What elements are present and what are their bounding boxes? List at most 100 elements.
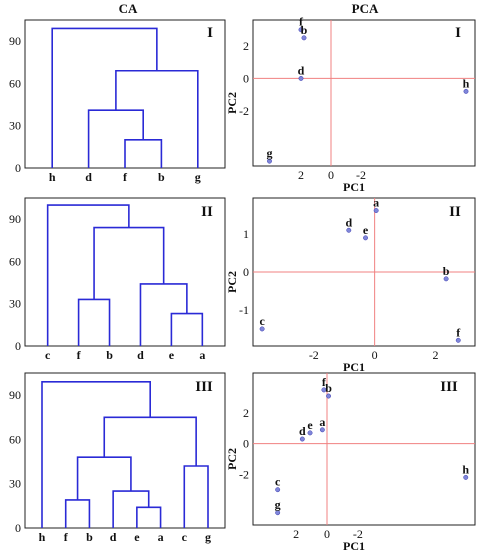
y-tick-label: 90 — [9, 388, 21, 402]
panel-label: I — [455, 25, 461, 41]
leaf-label: h — [39, 530, 46, 544]
x-tick-label: 2 — [432, 348, 438, 362]
leaf-label: a — [158, 530, 164, 544]
point-label: b — [301, 23, 308, 37]
point-label: b — [443, 264, 450, 278]
y-tick-label: 30 — [9, 297, 21, 311]
dendrogram-link — [76, 456, 132, 500]
x-tick-label: 0 — [372, 348, 378, 362]
pca-scatter-ii: II -2 0 2 1 0 -1 PC1 PC2 a de b c f — [225, 196, 476, 374]
leaf-label: g — [195, 170, 201, 184]
data-point — [346, 227, 352, 233]
leaf-label: f — [64, 530, 69, 544]
plot-frame — [252, 19, 476, 167]
data-point — [298, 27, 304, 33]
point-label: g — [275, 498, 281, 512]
y-tick-label: 60 — [9, 254, 21, 268]
leaf-label: c — [45, 348, 51, 362]
x-tick-label: 2 — [298, 168, 304, 182]
point-label: c — [259, 314, 265, 328]
point-label: f — [456, 325, 461, 339]
dendrogram-link — [46, 204, 130, 346]
dendrogram-link — [64, 499, 91, 528]
data-point — [455, 337, 461, 343]
y-tick-label: 90 — [9, 34, 21, 48]
point-label: h — [462, 462, 469, 476]
y-tick-label: 90 — [9, 212, 21, 226]
dendrogram-link — [136, 506, 162, 528]
dendrogram-link — [41, 381, 151, 528]
plot-frame — [24, 372, 226, 529]
ca-header: CA — [119, 1, 138, 16]
data-point — [363, 235, 368, 241]
x-axis-label: PC1 — [343, 180, 365, 194]
point-label: f — [299, 15, 304, 29]
data-point — [259, 326, 265, 332]
y-tick-label: 30 — [9, 119, 21, 133]
panel-label: III — [195, 379, 213, 395]
dendrogram-link — [77, 298, 111, 346]
dendrogram-link — [124, 139, 163, 168]
plot-frame — [252, 372, 476, 526]
leaf-label: d — [85, 170, 92, 184]
point-label: h — [463, 76, 470, 90]
dendrogram-link — [183, 465, 209, 528]
x-axis-label: PC1 — [343, 360, 365, 374]
dendrogram-link — [103, 416, 197, 466]
data-point — [326, 393, 331, 399]
leaf-label: b — [106, 348, 113, 362]
y-tick-label: 0 — [243, 71, 249, 85]
y-axis-label: PC2 — [225, 271, 239, 293]
dendrogram-link — [139, 283, 188, 346]
panel-label: III — [440, 379, 458, 395]
y-axis-label: PC2 — [225, 448, 239, 470]
leaf-label: d — [137, 348, 144, 362]
y-tick-label: 0 — [15, 339, 21, 353]
dendrogram-link — [112, 490, 150, 528]
y-tick-label: 1 — [243, 227, 249, 241]
dendrogram-ii: II c f b d e a 0 30 60 90 — [9, 197, 226, 362]
x-tick-label: 0 — [328, 168, 334, 182]
leaf-label: e — [169, 348, 175, 362]
data-point — [373, 208, 379, 213]
y-tick-label: 30 — [9, 477, 21, 491]
x-axis-label: PC1 — [343, 539, 365, 550]
leaf-label: d — [110, 530, 117, 544]
point-label: d — [345, 215, 352, 229]
y-tick-label: 0 — [243, 265, 249, 279]
point-label: d — [298, 63, 305, 77]
leaf-label: f — [77, 348, 82, 362]
data-point — [319, 427, 325, 433]
dendrogram-iii: III h f b d e a c g 0 30 60 90 — [9, 372, 226, 544]
data-point — [301, 35, 307, 41]
x-tick-label: 2 — [293, 527, 299, 541]
data-point — [307, 430, 313, 436]
x-tick-label: -2 — [309, 348, 319, 362]
dendrogram-link — [93, 226, 165, 300]
data-point — [321, 387, 327, 393]
y-tick-label: 0 — [15, 521, 21, 535]
dendrogram-i: Ih d f b g 0 30 60 90 — [9, 19, 226, 184]
y-tick-label: 60 — [9, 432, 21, 446]
x-tick-label: -2 — [356, 168, 366, 182]
point-label: f — [322, 375, 327, 389]
leaf-label: b — [86, 530, 93, 544]
pca-header: PCA — [352, 1, 379, 16]
y-tick-label: 2 — [243, 406, 249, 420]
point-label: a — [319, 415, 325, 429]
y-tick-label: -1 — [239, 303, 249, 317]
data-point — [463, 474, 469, 480]
leaf-label: h — [49, 170, 56, 184]
dendrogram-link — [170, 312, 204, 346]
y-tick-label: 2 — [243, 39, 249, 53]
plot-frame — [24, 197, 226, 347]
panel-label: I — [207, 25, 213, 41]
dendrogram-link — [51, 27, 158, 168]
point-label: b — [325, 381, 332, 395]
data-point — [299, 436, 305, 442]
point-label: a — [373, 196, 379, 210]
point-label: d — [299, 424, 306, 438]
